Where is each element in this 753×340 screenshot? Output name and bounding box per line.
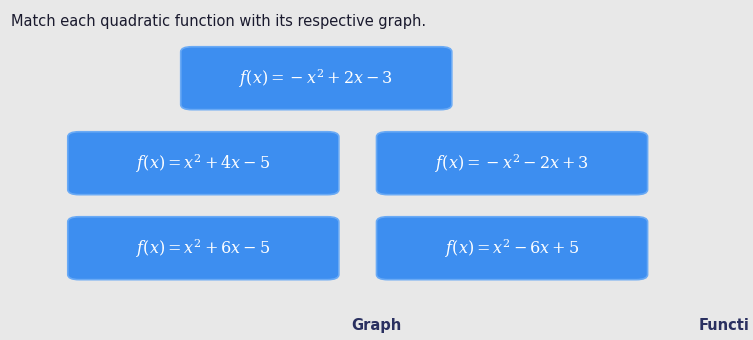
- Text: $f(x) = x^2 + 6x - 5$: $f(x) = x^2 + 6x - 5$: [136, 237, 270, 259]
- Text: $f(x) = -x^2 - 2x + 3$: $f(x) = -x^2 - 2x + 3$: [435, 152, 589, 174]
- Text: Match each quadratic function with its respective graph.: Match each quadratic function with its r…: [11, 14, 426, 29]
- FancyBboxPatch shape: [181, 47, 452, 109]
- Text: Graph: Graph: [352, 318, 401, 333]
- Text: $f(x) = x^2 + 4x - 5$: $f(x) = x^2 + 4x - 5$: [136, 152, 270, 174]
- Text: $f(x) = -x^2 + 2x - 3$: $f(x) = -x^2 + 2x - 3$: [239, 67, 393, 89]
- FancyBboxPatch shape: [68, 132, 339, 194]
- Text: Functi: Functi: [698, 318, 749, 333]
- Text: $f(x) = x^2 - 6x + 5$: $f(x) = x^2 - 6x + 5$: [445, 237, 579, 259]
- FancyBboxPatch shape: [68, 217, 339, 279]
- FancyBboxPatch shape: [376, 217, 648, 279]
- FancyBboxPatch shape: [376, 132, 648, 194]
